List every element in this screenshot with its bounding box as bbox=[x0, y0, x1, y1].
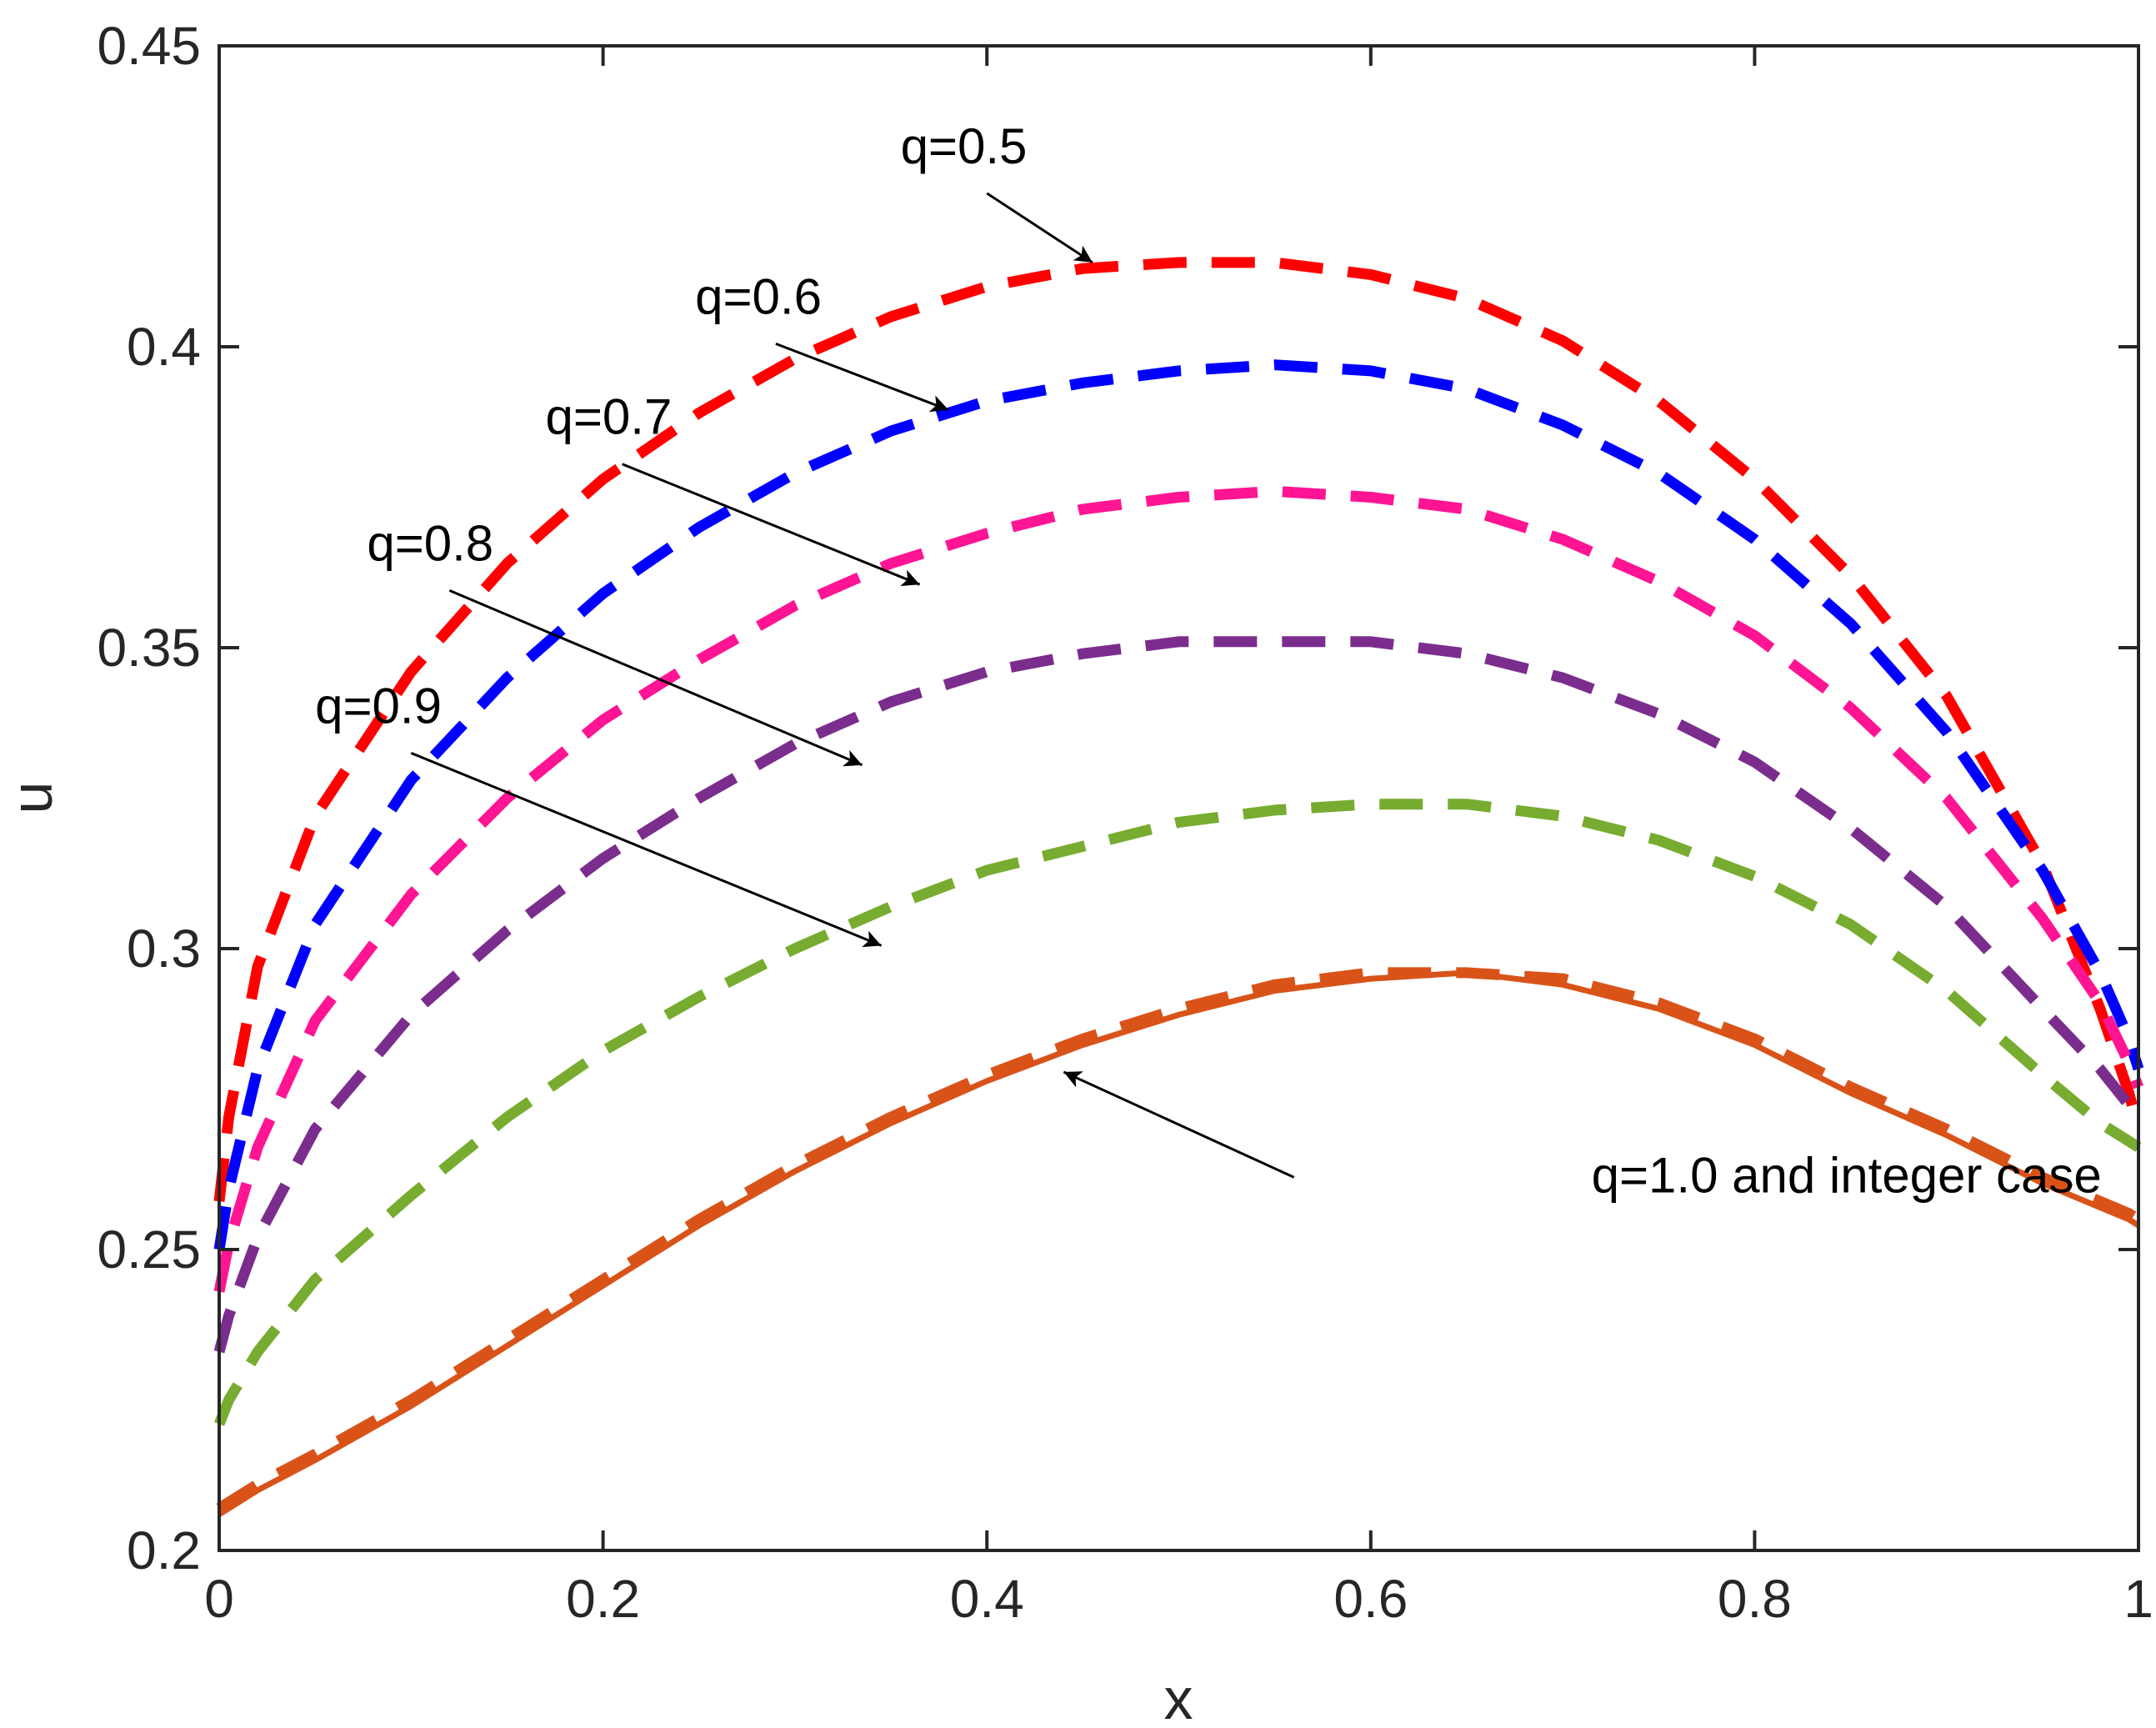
annotation-arrow-q-0-8 bbox=[448, 589, 863, 767]
y-tick-label: 0.25 bbox=[97, 1220, 201, 1280]
y-tick-label: 0.2 bbox=[127, 1520, 201, 1580]
x-axis-label: x bbox=[1164, 1666, 1193, 1728]
series-line-q-0-8 bbox=[213, 636, 2143, 1354]
annotation-label-q-0-9: q=0.9 bbox=[315, 678, 442, 734]
x-tick-label: 0 bbox=[204, 1569, 234, 1629]
annotation-label-q-1-0-and-integer-case: q=1.0 and integer case bbox=[1592, 1147, 2102, 1203]
x-tick-label: 0.6 bbox=[1333, 1569, 1408, 1629]
x-tick-label: 0.8 bbox=[1718, 1569, 1792, 1629]
y-tick-label: 0.3 bbox=[127, 919, 201, 979]
series-line-q-0-9 bbox=[213, 799, 2142, 1426]
annotation-label-q-0-8: q=0.8 bbox=[367, 515, 493, 571]
annotation-arrow-q-1-0-and-integer-case bbox=[1063, 1070, 1295, 1179]
y-tick-label: 0.35 bbox=[97, 618, 201, 678]
annotation-arrow-q-0-6 bbox=[775, 342, 949, 413]
series-line-q-1-0 bbox=[216, 967, 2142, 1513]
y-axis-label: u bbox=[0, 782, 64, 814]
series-line-integer-case bbox=[218, 969, 2140, 1517]
series-layer bbox=[213, 257, 2144, 1517]
plot-background bbox=[219, 46, 2138, 1550]
series-line-q-0-6 bbox=[213, 359, 2144, 1251]
annotation-label-q-0-5: q=0.5 bbox=[901, 118, 1028, 174]
annotation-arrow-q-0-9 bbox=[410, 751, 883, 948]
x-tick-label: 1 bbox=[2123, 1569, 2153, 1629]
y-tick-label: 0.45 bbox=[97, 16, 201, 76]
plot-frame bbox=[218, 44, 2140, 1552]
annotation-arrow-q-0-5 bbox=[986, 192, 1093, 264]
annotation-label-q-0-6: q=0.6 bbox=[695, 268, 822, 324]
tick-layer: 0 0.2 0.4 0.6 0.8 10.20.250.30.350.40.45 bbox=[97, 16, 2153, 1629]
x-tick-label: 0.2 bbox=[566, 1569, 640, 1629]
annotation-label-q-0-7: q=0.7 bbox=[546, 389, 673, 445]
x-tick-label: 0.4 bbox=[950, 1569, 1024, 1629]
annotation-layer: q=0.5 q=0.6 q=0.7 q=0.8 q=0.9 q=1.0 and integ… bbox=[315, 118, 2102, 1204]
series-line-q-0-7 bbox=[213, 485, 2144, 1293]
series-line-q-0-5 bbox=[213, 257, 2144, 1202]
y-tick-label: 0.4 bbox=[127, 317, 201, 377]
annotation-arrow-q-0-7 bbox=[622, 463, 921, 587]
